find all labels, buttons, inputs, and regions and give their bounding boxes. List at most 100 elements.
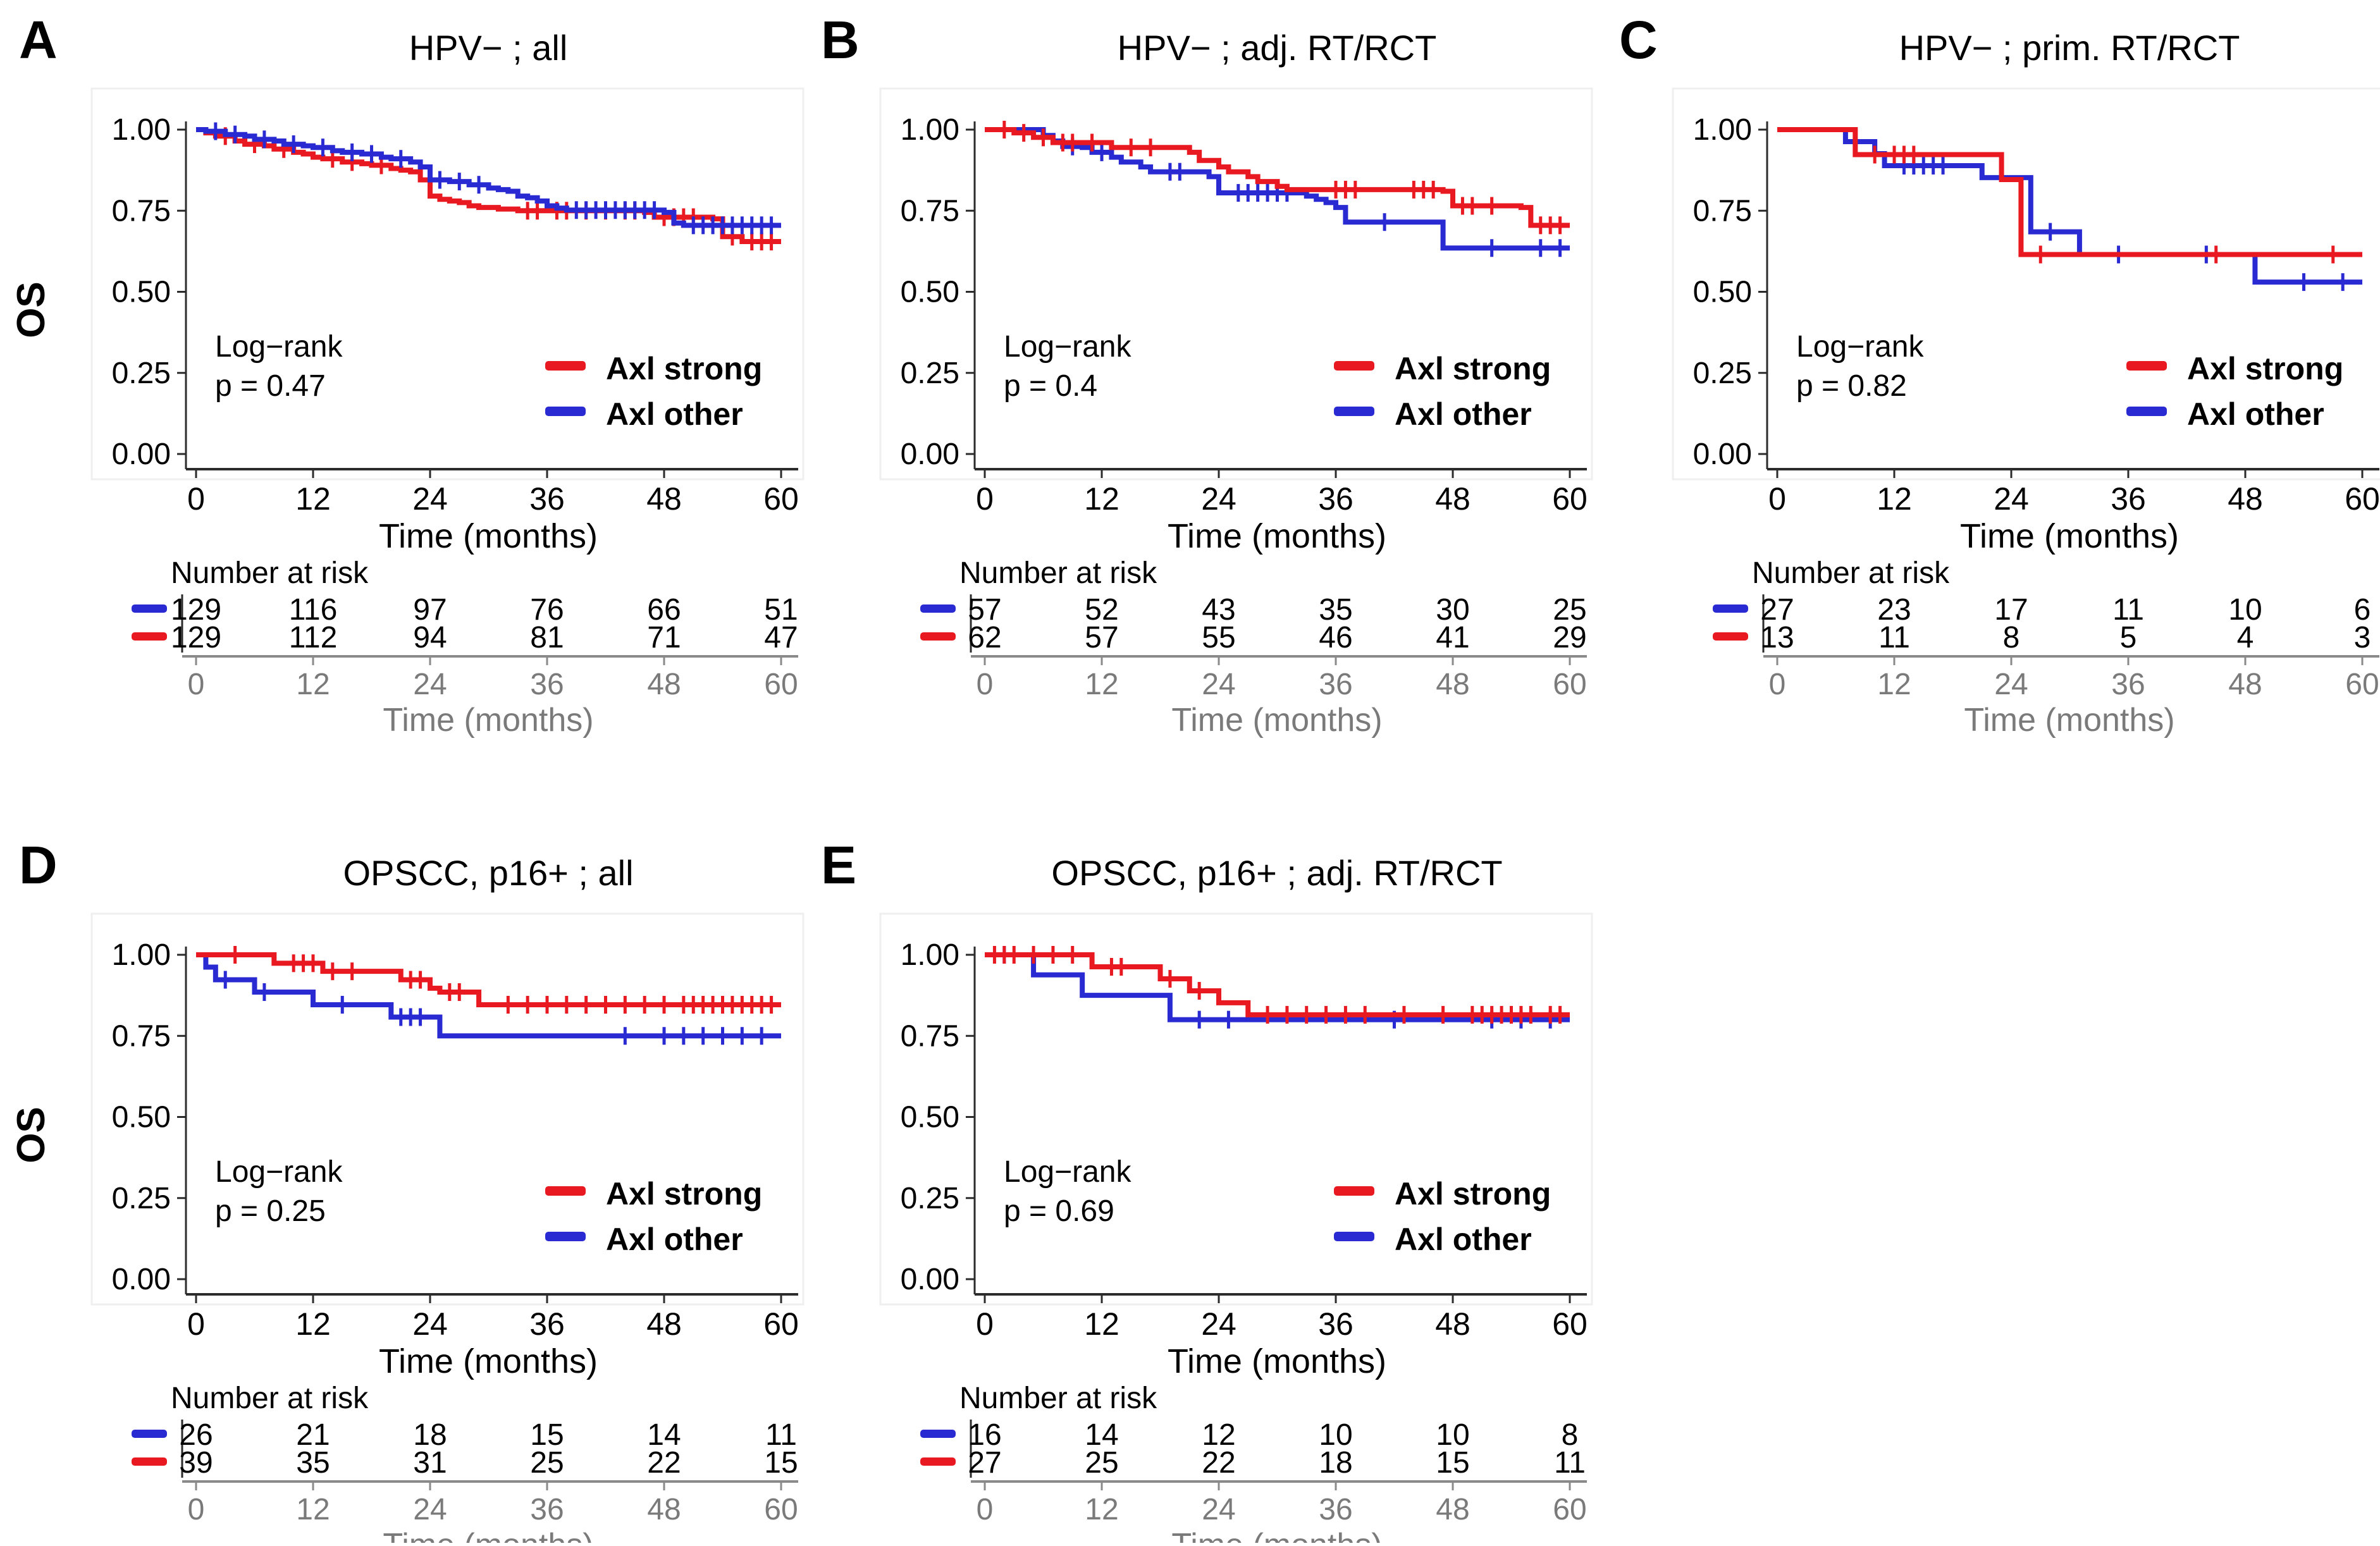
- risk-table-header: Number at risk: [1752, 556, 1950, 590]
- plot-panel-border: [90, 87, 805, 481]
- legend-swatch-axl-other: [1334, 407, 1374, 416]
- risk-row-swatch-axl-other: [132, 604, 167, 613]
- km-curve-strong: [985, 127, 1570, 228]
- risk-axis-title: Time (months): [383, 702, 593, 739]
- risk-value-axl-other: 16: [968, 1418, 1001, 1452]
- x-tick-label: 48: [646, 1306, 682, 1342]
- risk-value-axl-strong: 27: [968, 1446, 1001, 1480]
- risk-axis-tick-label: 48: [647, 1493, 681, 1526]
- risk-value-axl-other: 11: [765, 1418, 797, 1452]
- legend-label-axl-strong: Axl strong: [1395, 351, 1551, 386]
- risk-row-swatch-axl-other: [132, 1430, 167, 1438]
- x-tick-label: 24: [412, 481, 448, 517]
- legend-swatch-axl-strong: [545, 1186, 586, 1196]
- risk-value-axl-strong: 22: [1202, 1446, 1235, 1480]
- x-axis-title: Time (months): [1168, 1342, 1386, 1380]
- legend-swatch-axl-strong: [545, 361, 586, 371]
- risk-value-axl-strong: 25: [530, 1446, 564, 1480]
- risk-row-swatch-axl-other: [920, 604, 956, 613]
- risk-axis-tick-label: 60: [2345, 668, 2379, 701]
- logrank-p-value: p = 0.69: [1004, 1194, 1114, 1228]
- risk-axis-tick-label: 60: [764, 1493, 798, 1526]
- risk-axis-tick-label: 12: [296, 668, 330, 701]
- risk-value-axl-strong: 46: [1319, 621, 1352, 654]
- y-tick-label: 0.50: [901, 1101, 959, 1134]
- x-tick-label: 0: [187, 481, 205, 517]
- risk-value-axl-other: 26: [179, 1418, 213, 1452]
- risk-axis-tick-label: 36: [530, 1493, 564, 1526]
- x-axis-title: Time (months): [1168, 517, 1386, 555]
- legend-label-axl-other: Axl other: [1395, 1222, 1532, 1257]
- risk-value-axl-strong: 35: [296, 1446, 330, 1480]
- x-tick-label: 12: [295, 1306, 331, 1342]
- panel-title: HPV− ; all: [409, 28, 568, 68]
- logrank-label: Log−rank: [215, 1155, 343, 1189]
- y-tick-label: 0.25: [901, 1182, 959, 1215]
- risk-value-axl-strong: 112: [289, 621, 338, 654]
- risk-axis-tick-label: 24: [413, 1493, 447, 1526]
- y-tick-label: 0.25: [1693, 357, 1752, 390]
- risk-value-axl-strong: 11: [1878, 621, 1910, 654]
- panel-letter: C: [1619, 10, 1658, 70]
- logrank-label: Log−rank: [215, 330, 343, 364]
- risk-value-axl-other: 11: [2112, 593, 2144, 627]
- legend-swatch-axl-other: [545, 407, 586, 416]
- x-tick-label: 36: [1318, 481, 1353, 517]
- risk-value-axl-other: 10: [1319, 1418, 1352, 1452]
- risk-value-axl-strong: 81: [530, 621, 564, 654]
- y-tick-label: 0.50: [112, 276, 171, 309]
- risk-table-header: Number at risk: [171, 1382, 369, 1415]
- y-tick-label: 0.50: [901, 276, 959, 309]
- panel-A: A HPV− ; all 1.00 0.75 0.50 0.25 0.00 0 12 24 36 48…: [9, 10, 805, 739]
- risk-value-axl-other: 51: [764, 593, 798, 627]
- risk-axis-tick-label: 0: [188, 668, 205, 701]
- risk-value-axl-strong: 129: [171, 621, 221, 654]
- legend-swatch-axl-strong: [1334, 361, 1374, 371]
- x-tick-label: 36: [529, 481, 565, 517]
- legend-label-axl-strong: Axl strong: [606, 351, 762, 386]
- risk-row-swatch-axl-strong: [920, 1457, 956, 1466]
- risk-value-axl-other: 14: [1085, 1418, 1118, 1452]
- logrank-p-value: p = 0.47: [215, 369, 326, 403]
- risk-value-axl-strong: 62: [968, 621, 1001, 654]
- risk-value-axl-strong: 55: [1202, 621, 1235, 654]
- risk-value-axl-other: 21: [296, 1418, 330, 1452]
- risk-axis-tick-label: 12: [1877, 668, 1911, 701]
- y-tick-label: 0.00: [901, 438, 959, 471]
- risk-axis-tick-label: 48: [647, 668, 681, 701]
- x-tick-label: 0: [976, 481, 994, 517]
- risk-value-axl-strong: 15: [764, 1446, 798, 1480]
- risk-value-axl-strong: 25: [1085, 1446, 1118, 1480]
- y-tick-label: 0.50: [112, 1101, 171, 1134]
- risk-value-axl-other: 43: [1202, 593, 1235, 627]
- risk-axis-tick-label: 36: [2111, 668, 2145, 701]
- x-axis-title: Time (months): [1960, 517, 2179, 555]
- panel-letter: B: [821, 10, 860, 70]
- risk-value-axl-other: 76: [530, 593, 564, 627]
- x-tick-label: 60: [1552, 481, 1588, 517]
- panel-C: C HPV− ; prim. RT/RCT 1.00 0.75 0.50 0.25 0.00…: [1619, 10, 2380, 739]
- y-tick-label: 0.75: [112, 1019, 171, 1053]
- km-curve-other: [196, 127, 781, 228]
- risk-value-axl-other: 116: [289, 593, 338, 627]
- panel-title: HPV− ; adj. RT/RCT: [1118, 28, 1437, 68]
- risk-axis-tick-label: 36: [530, 668, 564, 701]
- y-tick-label: 1.00: [901, 113, 959, 147]
- x-axis-title: Time (months): [379, 517, 598, 555]
- risk-value-axl-strong: 71: [647, 621, 681, 654]
- panel-D: D OPSCC, p16+ ; all 1.00 0.75 0.50 0.25 0.00 0 1…: [9, 835, 805, 1546]
- logrank-p-value: p = 0.4: [1004, 369, 1097, 403]
- y-tick-label: 1.00: [901, 938, 959, 972]
- x-tick-label: 24: [1994, 481, 2029, 517]
- risk-axis-tick-label: 12: [1085, 668, 1118, 701]
- y-tick-label: 0.25: [112, 1182, 171, 1215]
- risk-axis-tick-label: 12: [1085, 1493, 1118, 1526]
- risk-axis-tick-label: 24: [413, 668, 447, 701]
- risk-value-axl-strong: 8: [2003, 621, 2020, 654]
- risk-value-axl-other: 15: [530, 1418, 564, 1452]
- x-tick-label: 48: [1435, 1306, 1471, 1342]
- risk-value-axl-other: 57: [968, 593, 1001, 627]
- risk-row-swatch-axl-strong: [1713, 632, 1748, 641]
- risk-axis-title: Time (months): [1171, 1527, 1382, 1543]
